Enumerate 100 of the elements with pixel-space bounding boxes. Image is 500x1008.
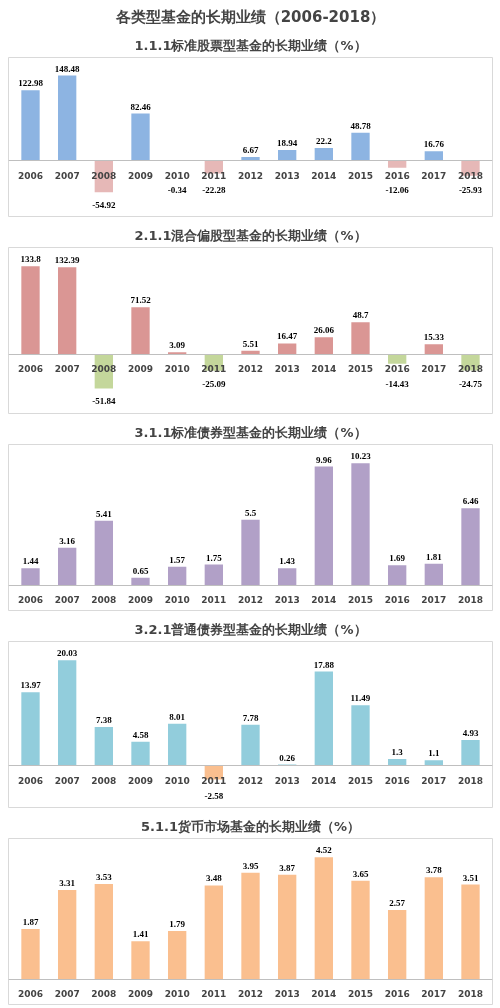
data-label: 1.44 [22, 556, 39, 567]
data-label: 17.88 [313, 659, 335, 670]
data-label: 5.51 [242, 338, 259, 349]
x-tick-label: 2011 [201, 364, 227, 375]
data-label: 1.3 [391, 747, 404, 758]
x-tick-label: 2013 [274, 989, 300, 1000]
chart-title: 3.2.1普通债券型基金的长期业绩（%） [134, 621, 367, 637]
x-tick-label: 2014 [311, 989, 337, 1000]
data-label: 7.38 [95, 714, 113, 725]
x-tick-label: 2008 [91, 595, 117, 606]
x-tick-label: 2017 [421, 775, 447, 786]
x-tick-label: 2007 [54, 595, 80, 606]
x-tick-label: 2010 [164, 989, 190, 1000]
data-label: 16.76 [423, 139, 445, 150]
data-label: 6.67 [242, 145, 259, 155]
chart-title: 2.1.1混合偏股型基金的长期业绩（%） [134, 227, 367, 243]
x-tick-label: 2007 [54, 775, 80, 786]
x-tick-label: 2010 [164, 775, 190, 786]
x-tick-label: 2009 [127, 775, 154, 786]
data-label: 4.52 [315, 845, 333, 856]
data-label: 4.58 [132, 729, 149, 740]
x-tick-label: 2012 [237, 364, 264, 375]
data-label: 3.87 [279, 862, 296, 873]
x-tick-label: 2013 [274, 170, 300, 181]
x-tick-label: 2015 [347, 364, 374, 375]
chart-title: 各类型基金的长期业绩（2006-2018） [114, 7, 386, 26]
data-label: 2.57 [389, 897, 406, 908]
data-label: 13.97 [20, 680, 42, 691]
x-tick-label: 2006 [17, 595, 44, 606]
x-tick-label: 2013 [274, 775, 300, 786]
x-tick-label: 2012 [237, 989, 264, 1000]
data-label: -12.06 [385, 184, 410, 195]
data-label: 9.96 [315, 454, 333, 465]
x-tick-label: 2011 [201, 595, 227, 606]
data-label: 3.78 [425, 865, 443, 876]
x-tick-label: 2017 [421, 989, 447, 1000]
x-tick-label: 2013 [274, 364, 300, 375]
data-label: 16.47 [277, 331, 298, 342]
x-tick-label: 2009 [127, 364, 154, 375]
x-tick-label: 2009 [127, 595, 154, 606]
x-tick-label: 2007 [54, 989, 80, 1000]
data-label: 0.65 [132, 565, 149, 576]
x-tick-label: 2006 [17, 775, 44, 786]
x-tick-label: 2017 [421, 170, 447, 181]
chart-title: 3.1.1标准债券型基金的长期业绩（%） [134, 424, 367, 440]
data-label: 18.94 [277, 137, 298, 148]
x-tick-label: 2006 [17, 364, 44, 375]
x-tick-label: 2018 [457, 595, 484, 606]
data-label: 15.33 [423, 332, 445, 343]
x-tick-label: 2015 [347, 775, 374, 786]
data-label: 148.48 [54, 63, 81, 74]
x-tick-label: 2016 [384, 364, 410, 375]
data-label: -22.28 [202, 184, 226, 195]
data-label: 3.95 [242, 860, 259, 871]
data-label: 3.16 [59, 535, 76, 546]
data-label: 7.78 [242, 712, 259, 723]
data-label: 133.8 [20, 254, 42, 265]
data-label: 1.43 [279, 556, 296, 567]
x-tick-label: 2007 [54, 170, 80, 181]
x-tick-label: 2014 [311, 170, 337, 181]
data-label: 20.03 [57, 648, 78, 659]
x-tick-label: 2008 [91, 170, 117, 181]
data-label: -25.09 [202, 379, 226, 390]
data-label: -54.92 [92, 200, 116, 211]
data-label: 11.49 [350, 693, 371, 704]
x-tick-label: 2018 [457, 364, 484, 375]
data-label: 3.31 [59, 877, 76, 888]
x-tick-label: 2016 [384, 775, 410, 786]
x-tick-label: 2006 [17, 989, 44, 1000]
x-tick-label: 2015 [347, 170, 374, 181]
data-label: 10.23 [350, 451, 372, 462]
x-tick-label: 2010 [164, 170, 190, 181]
x-tick-label: 2014 [311, 775, 337, 786]
x-tick-label: 2017 [421, 364, 447, 375]
x-tick-label: 2017 [421, 595, 447, 606]
data-label: 5.41 [95, 508, 113, 519]
x-tick-label: 2016 [384, 989, 410, 1000]
data-label: 132.39 [54, 255, 81, 266]
x-tick-label: 2013 [274, 595, 300, 606]
x-tick-label: 2018 [457, 989, 484, 1000]
data-label: -25.93 [458, 184, 483, 195]
x-tick-label: 2010 [164, 364, 190, 375]
data-label: 5.5 [244, 507, 257, 518]
x-tick-label: 2011 [201, 989, 227, 1000]
x-tick-label: 2011 [201, 775, 227, 786]
data-label: -24.75 [458, 379, 483, 390]
data-label: 48.7 [352, 310, 369, 321]
x-tick-label: 2011 [201, 170, 227, 181]
chart-subtitle: 1.1.1标准股票型基金的长期业绩（%） [134, 37, 367, 53]
x-tick-label: 2010 [164, 595, 190, 606]
x-tick-label: 2018 [457, 775, 484, 786]
data-label: 3.09 [169, 340, 186, 351]
x-tick-label: 2015 [347, 989, 374, 1000]
x-tick-label: 2012 [237, 775, 264, 786]
data-label: 1.41 [132, 929, 149, 940]
data-label: 3.65 [352, 868, 369, 879]
x-tick-label: 2016 [384, 170, 410, 181]
x-tick-label: 2018 [457, 170, 484, 181]
data-label: 1.87 [22, 916, 39, 927]
x-tick-label: 2012 [237, 595, 264, 606]
